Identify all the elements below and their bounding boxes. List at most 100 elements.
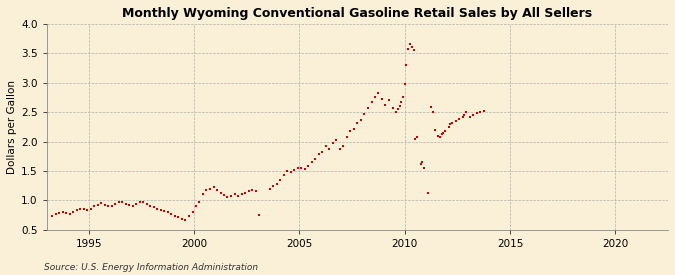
Point — [394, 104, 405, 108]
Point — [459, 113, 470, 117]
Point — [427, 110, 438, 114]
Point — [356, 118, 367, 122]
Point — [324, 147, 335, 151]
Point — [99, 203, 110, 207]
Point — [471, 111, 482, 116]
Point — [155, 208, 166, 213]
Point — [408, 48, 419, 53]
Point — [246, 188, 257, 192]
Point — [445, 122, 456, 126]
Point — [110, 202, 121, 206]
Point — [475, 110, 485, 114]
Point — [454, 117, 464, 121]
Point — [85, 207, 96, 211]
Point — [377, 97, 387, 101]
Point — [292, 166, 303, 170]
Point — [128, 204, 138, 208]
Point — [106, 204, 117, 208]
Point — [131, 202, 142, 206]
Point — [201, 188, 212, 192]
Point — [418, 166, 429, 170]
Point — [400, 82, 410, 86]
Point — [435, 135, 446, 139]
Point — [391, 110, 402, 114]
Point — [225, 193, 236, 198]
Point — [479, 109, 489, 113]
Point — [396, 99, 406, 104]
Point — [134, 200, 145, 204]
Point — [194, 199, 205, 204]
Point — [429, 128, 440, 132]
Point — [348, 126, 359, 131]
Point — [440, 129, 451, 133]
Point — [404, 42, 415, 47]
Point — [383, 98, 394, 103]
Point — [436, 132, 447, 137]
Point — [240, 191, 250, 195]
Point — [306, 160, 317, 164]
Point — [412, 135, 423, 139]
Point — [236, 192, 247, 197]
Point — [222, 195, 233, 199]
Point — [338, 144, 349, 148]
Point — [72, 208, 82, 212]
Point — [387, 106, 398, 110]
Point — [243, 189, 254, 193]
Point — [271, 182, 282, 186]
Point — [458, 115, 468, 119]
Point — [317, 150, 327, 154]
Point — [373, 91, 384, 95]
Point — [198, 192, 209, 197]
Point — [64, 212, 75, 217]
Point — [145, 204, 156, 208]
Point — [57, 210, 68, 214]
Point — [120, 202, 131, 206]
Point — [148, 205, 159, 209]
Point — [250, 189, 261, 193]
Point — [152, 207, 163, 211]
Point — [159, 209, 169, 213]
Point — [342, 135, 352, 139]
Point — [415, 162, 426, 166]
Point — [345, 129, 356, 133]
Point — [417, 160, 428, 164]
Point — [296, 166, 306, 170]
Point — [359, 112, 370, 116]
Point — [398, 95, 408, 100]
Point — [177, 216, 188, 221]
Point — [117, 199, 128, 204]
Point — [163, 210, 173, 214]
Point — [264, 186, 275, 191]
Point — [82, 208, 92, 212]
Point — [426, 105, 437, 110]
Text: Source: U.S. Energy Information Administration: Source: U.S. Energy Information Administ… — [44, 263, 258, 272]
Point — [299, 167, 310, 171]
Point — [313, 152, 324, 157]
Point — [268, 184, 279, 188]
Point — [433, 133, 443, 138]
Point — [219, 193, 230, 197]
Point — [113, 200, 124, 204]
Point — [215, 191, 226, 196]
Point — [403, 46, 414, 51]
Point — [78, 207, 89, 211]
Point — [184, 214, 194, 218]
Point — [96, 200, 107, 205]
Point — [362, 106, 373, 110]
Point — [53, 211, 64, 216]
Point — [278, 173, 289, 177]
Point — [352, 120, 362, 125]
Point — [92, 203, 103, 207]
Point — [124, 203, 135, 207]
Point — [275, 178, 286, 182]
Point — [180, 218, 191, 222]
Point — [327, 141, 338, 145]
Point — [169, 213, 180, 218]
Point — [321, 144, 331, 148]
Point — [230, 192, 240, 197]
Point — [187, 210, 198, 214]
Point — [208, 185, 219, 190]
Point — [166, 212, 177, 216]
Y-axis label: Dollars per Gallon: Dollars per Gallon — [7, 80, 17, 174]
Point — [447, 120, 458, 125]
